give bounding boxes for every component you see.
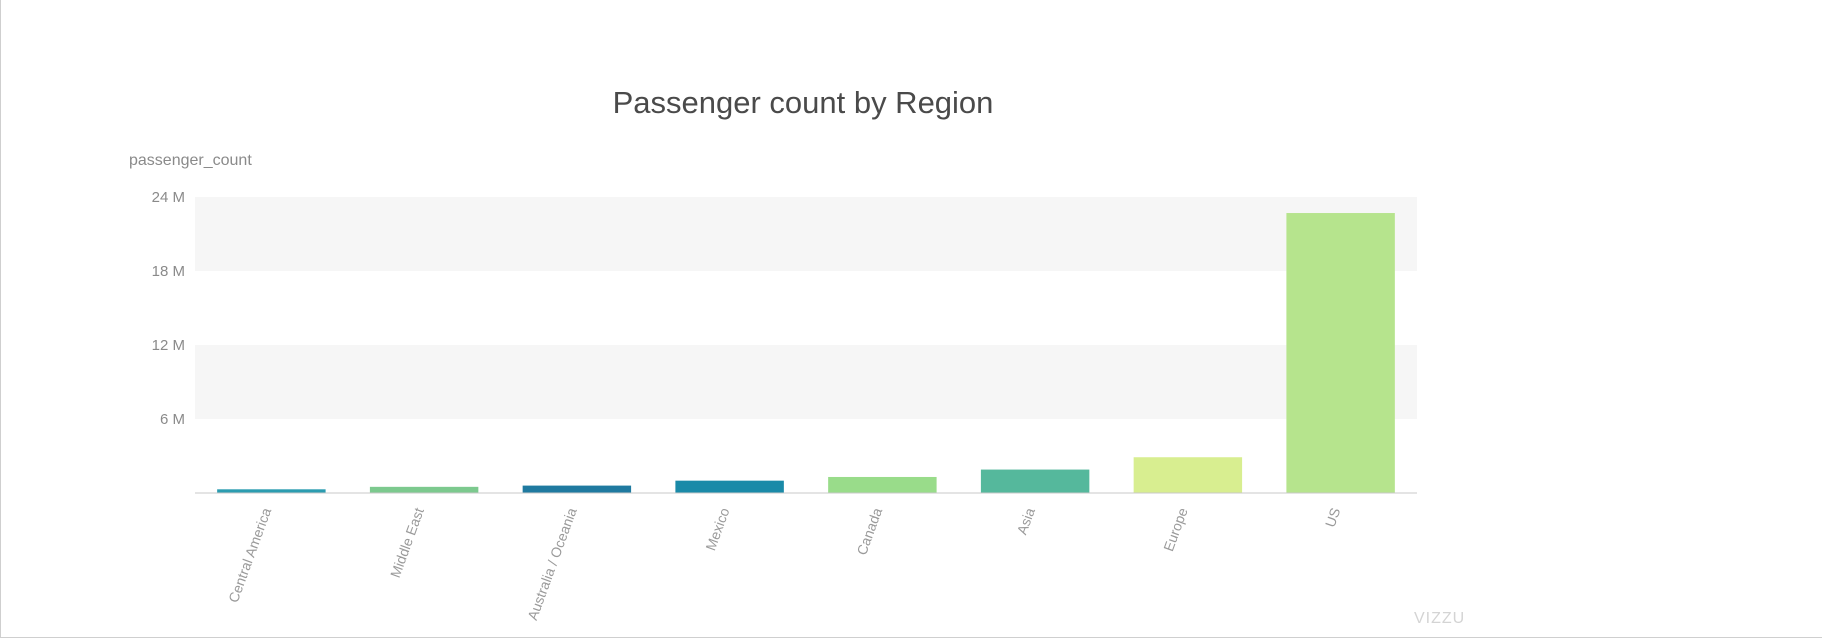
x-tick-label: Australia / Oceania bbox=[524, 505, 580, 622]
grid-bands bbox=[195, 197, 1417, 419]
x-axis-labels: Central America Middle East Australia / Oc… bbox=[225, 505, 1343, 622]
bar[interactable] bbox=[828, 476, 937, 493]
y-axis-title: passenger_count bbox=[129, 152, 252, 169]
grid-band bbox=[195, 197, 1417, 271]
x-tick-label: Canada bbox=[853, 505, 885, 557]
bar[interactable] bbox=[675, 480, 784, 493]
bar[interactable] bbox=[1286, 213, 1395, 494]
bar[interactable] bbox=[217, 489, 326, 493]
y-axis-ticks: 6 M 12 M 18 M 24 M bbox=[152, 189, 185, 428]
grid-band bbox=[195, 345, 1417, 419]
x-tick-label: Asia bbox=[1014, 505, 1038, 536]
x-tick-label: US bbox=[1322, 506, 1344, 530]
y-tick-label: 6 M bbox=[160, 411, 185, 428]
bar[interactable] bbox=[522, 485, 632, 493]
x-tick-label: Europe bbox=[1160, 505, 1191, 553]
bar[interactable] bbox=[980, 469, 1090, 493]
bars bbox=[217, 213, 1395, 494]
vizzu-logo: VIZZU bbox=[1414, 610, 1465, 627]
y-tick-label: 12 M bbox=[152, 337, 185, 354]
chart-title: Passenger count by Region bbox=[613, 85, 994, 120]
x-tick-label: Middle East bbox=[387, 505, 427, 579]
x-tick-label: Mexico bbox=[702, 505, 732, 552]
x-tick-label: Central America bbox=[225, 505, 274, 604]
y-tick-label: 18 M bbox=[152, 263, 185, 280]
bar[interactable] bbox=[369, 486, 479, 493]
y-tick-label: 24 M bbox=[152, 189, 185, 206]
bar[interactable] bbox=[1133, 457, 1243, 493]
